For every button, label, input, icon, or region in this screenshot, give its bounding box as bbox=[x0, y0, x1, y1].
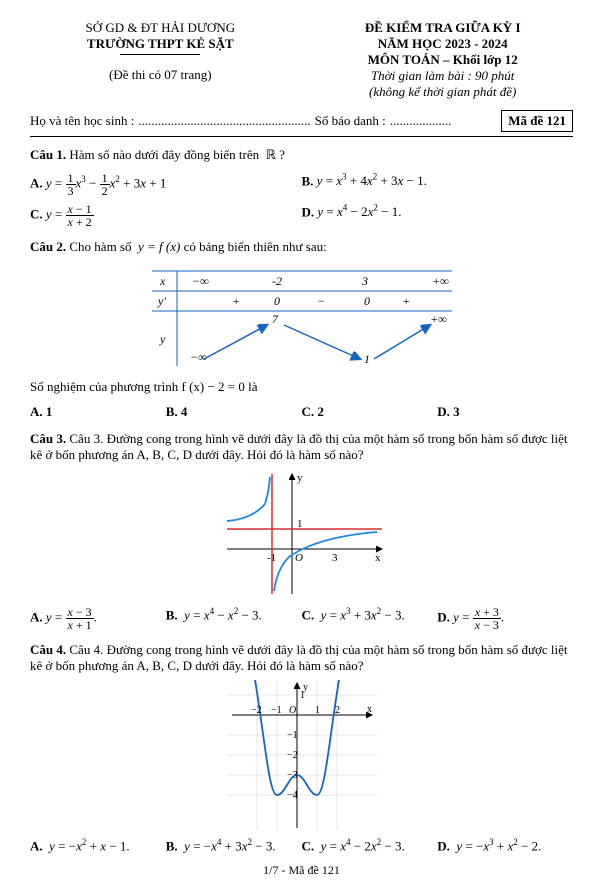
time-line: Thời gian làm bài : 90 phút bbox=[312, 68, 573, 84]
q3-option-b: B. y = x4 − x2 − 3. bbox=[166, 606, 302, 631]
q4-option-a: A. y = −x2 + x − 1. bbox=[30, 837, 166, 854]
svg-text:1: 1 bbox=[297, 518, 303, 530]
svg-text:−4: −4 bbox=[287, 790, 298, 801]
q3-option-d: D. y = x + 3x − 3. bbox=[437, 606, 573, 631]
option-label: A. bbox=[30, 609, 46, 624]
q3-options: A. y = x − 3x + 1. B. y = x4 − x2 − 3. C… bbox=[30, 603, 573, 634]
svg-text:0: 0 bbox=[274, 294, 280, 308]
header-left: SỞ GD & ĐT HẢI DƯƠNG TRƯỜNG THPT KẺ SẶT … bbox=[30, 20, 291, 100]
svg-text:1: 1 bbox=[364, 352, 370, 366]
org-line: SỞ GD & ĐT HẢI DƯƠNG bbox=[30, 20, 291, 36]
svg-text:−2: −2 bbox=[287, 750, 298, 761]
svg-text:−∞: −∞ bbox=[192, 274, 209, 288]
svg-text:O: O bbox=[295, 552, 303, 564]
svg-text:y: y bbox=[159, 332, 166, 346]
title-line3: MÔN TOÁN – Khối lớp 12 bbox=[312, 52, 573, 68]
svg-text:1: 1 bbox=[315, 705, 320, 716]
name-prefix: Họ và tên học sinh : bbox=[30, 113, 134, 129]
q1-option-d: D. y = x4 − 2x2 − 1. bbox=[302, 203, 574, 228]
q3-text: Câu 3. Đường cong trong hình vẽ dưới đây… bbox=[30, 431, 568, 462]
svg-text:x: x bbox=[367, 704, 372, 715]
option-label: D. bbox=[302, 204, 318, 219]
svg-text:3: 3 bbox=[332, 552, 338, 564]
name-dots: ........................................… bbox=[138, 113, 310, 129]
q3-option-c: C. y = x3 + 3x2 − 3. bbox=[302, 606, 438, 631]
option-label: A. bbox=[30, 175, 46, 190]
option-text: y = x3 + 4x2 + 3x − 1. bbox=[317, 173, 427, 188]
q2-variation-table: x −∞ -2 3 +∞ y' + 0 − 0 + y −∞ 7 1 +∞ bbox=[30, 261, 573, 371]
q4-text: Câu 4. Đường cong trong hình vẽ dưới đây… bbox=[30, 642, 568, 673]
option-label: B. bbox=[302, 173, 317, 188]
svg-text:-1: -1 bbox=[267, 552, 276, 564]
option-text: y = x4 − 2x2 − 1. bbox=[317, 204, 401, 219]
q4-options: A. y = −x2 + x − 1. B. y = −x4 + 3x2 − 3… bbox=[30, 834, 573, 857]
q4-chart: x y −2 −1 O 1 2 1 −1 −2 −3 −4 bbox=[30, 680, 573, 830]
exam-code-box: Mã đề 121 bbox=[501, 110, 573, 132]
q1-option-c: C. y = x − 1x + 2 bbox=[30, 203, 302, 228]
quartic-plot-svg: x y −2 −1 O 1 2 1 −1 −2 −3 −4 bbox=[227, 680, 377, 830]
svg-text:1: 1 bbox=[300, 690, 305, 701]
svg-text:+∞: +∞ bbox=[432, 274, 449, 288]
svg-text:7: 7 bbox=[272, 312, 279, 326]
id-prefix: Số báo danh : bbox=[315, 113, 386, 129]
rational-plot-svg: x y -1 O 3 1 bbox=[217, 469, 387, 599]
pages-line: (Đề thi có 07 trang) bbox=[30, 67, 291, 83]
q4-option-d: D. y = −x3 + x2 − 2. bbox=[437, 837, 573, 854]
q3-option-a: A. y = x − 3x + 1. bbox=[30, 606, 166, 631]
q2-option-b: B. 4 bbox=[166, 404, 302, 420]
q2-question: Số nghiệm của phương trình f (x) − 2 = 0… bbox=[30, 379, 573, 395]
option-label: C. bbox=[30, 206, 46, 221]
svg-text:y: y bbox=[297, 472, 303, 484]
q2-option-d: D. 3 bbox=[437, 404, 573, 420]
q4-option-c: C. y = x4 − 2x2 − 3. bbox=[302, 837, 438, 854]
svg-text:O: O bbox=[289, 705, 296, 716]
svg-text:x: x bbox=[159, 274, 166, 288]
q1-prompt: Câu 1. Câu 1. Hàm số nào dưới đây đồng b… bbox=[30, 147, 573, 163]
svg-text:3: 3 bbox=[361, 274, 368, 288]
svg-text:−1: −1 bbox=[271, 705, 282, 716]
svg-text:−2: −2 bbox=[251, 705, 262, 716]
q4-option-b: B. y = −x4 + 3x2 − 3. bbox=[166, 837, 302, 854]
divider-icon bbox=[120, 54, 200, 55]
exam-page: SỞ GD & ĐT HẢI DƯƠNG TRƯỜNG THPT KẺ SẶT … bbox=[0, 0, 603, 888]
student-info-row: Họ và tên học sinh : ...................… bbox=[30, 110, 573, 132]
title-line2: NĂM HỌC 2023 - 2024 bbox=[312, 36, 573, 52]
svg-text:-2: -2 bbox=[272, 274, 282, 288]
q2-option-a: A. 1 bbox=[30, 404, 166, 420]
q1-options: A. y = 13x3 − 12x2 + 3x + 1 B. y = x3 + … bbox=[30, 169, 573, 231]
option-label: D. bbox=[437, 609, 453, 624]
svg-text:+: + bbox=[232, 294, 240, 308]
svg-text:−∞: −∞ bbox=[190, 350, 207, 364]
variation-table-svg: x −∞ -2 3 +∞ y' + 0 − 0 + y −∞ 7 1 +∞ bbox=[142, 261, 462, 371]
q2-option-c: C. 2 bbox=[302, 404, 438, 420]
id-dots: ................... bbox=[390, 113, 452, 129]
title-line1: ĐỀ KIỂM TRA GIỮA KỲ I bbox=[312, 20, 573, 36]
header-right: ĐỀ KIỂM TRA GIỮA KỲ I NĂM HỌC 2023 - 202… bbox=[312, 20, 573, 100]
school-line: TRƯỜNG THPT KẺ SẶT bbox=[30, 36, 291, 52]
svg-text:−1: −1 bbox=[287, 730, 298, 741]
q2-options: A. 1 B. 4 C. 2 D. 3 bbox=[30, 401, 573, 423]
q2-prompt: Câu 2. Cho hàm số y = f (x) có bảng biến… bbox=[30, 239, 573, 255]
svg-text:+: + bbox=[402, 294, 410, 308]
page-footer: 1/7 - Mã đề 121 bbox=[30, 863, 573, 878]
q1-option-b: B. y = x3 + 4x2 + 3x − 1. bbox=[302, 172, 574, 197]
header: SỞ GD & ĐT HẢI DƯƠNG TRƯỜNG THPT KẺ SẶT … bbox=[30, 20, 573, 100]
q1-option-a: A. y = 13x3 − 12x2 + 3x + 1 bbox=[30, 172, 302, 197]
divider-icon bbox=[30, 136, 573, 137]
svg-text:x: x bbox=[375, 552, 381, 564]
svg-text:+∞: +∞ bbox=[430, 312, 447, 326]
svg-text:−3: −3 bbox=[287, 770, 298, 781]
svg-text:0: 0 bbox=[364, 294, 370, 308]
time-note: (không kể thời gian phát đề) bbox=[312, 84, 573, 100]
q3-prompt: Câu 3. Câu 3. Đường cong trong hình vẽ d… bbox=[30, 431, 573, 463]
svg-text:2: 2 bbox=[335, 705, 340, 716]
q4-prompt: Câu 4. Câu 4. Đường cong trong hình vẽ d… bbox=[30, 642, 573, 674]
q3-chart: x y -1 O 3 1 bbox=[30, 469, 573, 599]
svg-text:−: − bbox=[317, 294, 325, 308]
svg-text:y': y' bbox=[157, 294, 166, 308]
